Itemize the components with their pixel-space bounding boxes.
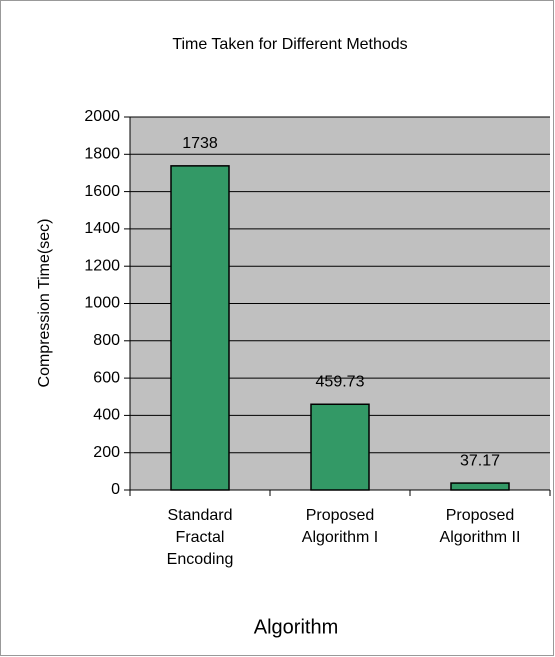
bar bbox=[170, 165, 230, 491]
x-tick-label: Proposed bbox=[306, 507, 375, 524]
x-tick-label: Algorithm I bbox=[302, 529, 378, 546]
y-tick-label: 1800 bbox=[84, 146, 120, 163]
y-tick-label: 0 bbox=[111, 481, 120, 498]
y-tick-label: 200 bbox=[93, 444, 120, 461]
bar bbox=[450, 482, 510, 491]
x-tick-label: Fractal bbox=[176, 529, 225, 546]
bar bbox=[310, 403, 370, 491]
x-tick-label: Encoding bbox=[167, 551, 234, 568]
data-label: 1738 bbox=[182, 135, 218, 152]
y-axis-title: Compression Time(sec) bbox=[36, 219, 53, 388]
data-label: 37.17 bbox=[460, 452, 500, 469]
y-tick-label: 800 bbox=[93, 332, 120, 349]
chart-title: Time Taken for Different Methods bbox=[172, 36, 407, 53]
y-tick-label: 1400 bbox=[84, 220, 120, 237]
x-tick-label: Standard bbox=[168, 507, 233, 524]
y-tick-label: 1000 bbox=[84, 295, 120, 312]
data-label: 459.73 bbox=[316, 373, 365, 390]
x-tick-label: Proposed bbox=[446, 507, 515, 524]
x-axis-title: Algorithm bbox=[254, 616, 338, 638]
y-tick-label: 1200 bbox=[84, 257, 120, 274]
y-tick-label: 2000 bbox=[84, 108, 120, 125]
y-tick-label: 1600 bbox=[84, 183, 120, 200]
x-tick-label: Algorithm II bbox=[440, 529, 521, 546]
y-tick-label: 400 bbox=[93, 407, 120, 424]
y-tick-label: 600 bbox=[93, 369, 120, 386]
